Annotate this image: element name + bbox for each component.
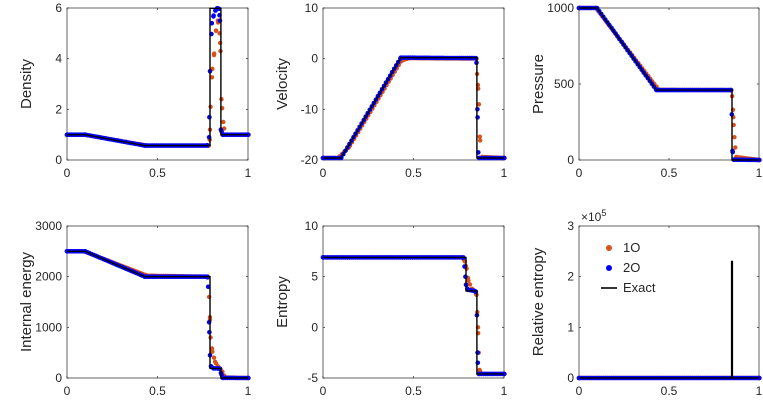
- x-tick-label: 0.5: [405, 166, 422, 180]
- series-1o-point: [211, 355, 217, 360]
- series-exact-line: [67, 7, 248, 147]
- series-2o-point: [211, 13, 216, 18]
- x-tick-label: 0: [576, 166, 583, 180]
- x-tick-label: 0.5: [149, 166, 166, 180]
- y-tick-label: 0: [55, 153, 62, 167]
- series-2o-point: [475, 115, 480, 120]
- series-exact-line: [323, 256, 504, 375]
- series-exact-line: [67, 250, 248, 379]
- x-tick-label: 0.5: [149, 384, 166, 398]
- axes-box-internal-energy: [66, 225, 249, 379]
- x-tick-label: 0: [320, 384, 327, 398]
- series-1o-point: [212, 359, 218, 364]
- y-tick-label: 0: [55, 371, 62, 385]
- y-axis-label: Internal energy: [18, 251, 35, 352]
- series-1o-point: [210, 349, 215, 354]
- y-tick-label: -10: [301, 102, 319, 116]
- x-tick-label: 1: [501, 384, 508, 398]
- series-1o-point: [467, 282, 473, 287]
- series-2o-point: [475, 350, 480, 355]
- series-1o-point: [209, 346, 215, 351]
- y-axis-label: Relative entropy: [530, 247, 547, 356]
- x-tick-label: 1: [756, 384, 763, 398]
- x-tick-label: 1: [501, 166, 508, 180]
- series-1o-point: [476, 102, 482, 107]
- y-axis-label: Velocity: [274, 58, 291, 110]
- legend-label: Exact: [623, 280, 656, 295]
- y-exponent-label: ×105: [581, 208, 606, 224]
- y-tick-label: 2: [55, 102, 62, 116]
- x-tick-label: 1: [245, 384, 252, 398]
- y-axis-label: Entropy: [274, 276, 291, 328]
- y-tick-label: 0: [311, 52, 318, 66]
- x-tick-label: 0.5: [405, 384, 422, 398]
- series-exact-line: [323, 57, 504, 159]
- y-tick-label: 1000: [547, 1, 574, 15]
- y-tick-label: -20: [301, 153, 319, 167]
- y-tick-label: 3000: [35, 219, 62, 233]
- series-1o-point: [221, 119, 226, 125]
- legend: 1O 2O Exact: [601, 240, 656, 295]
- x-tick-label: 0: [576, 384, 583, 398]
- y-tick-label: 1000: [35, 320, 62, 334]
- x-tick-label: 0: [64, 384, 71, 398]
- y-tick-label: 0: [311, 320, 318, 334]
- panel-internal-energy: 0 0.5 1 0 1000 2000 3000 Internal energy: [18, 219, 252, 398]
- x-tick-label: 1: [245, 166, 252, 180]
- x-tick-label: 0: [320, 166, 327, 180]
- series-2o-point: [206, 320, 212, 325]
- legend-marker-2o: [606, 265, 612, 271]
- series-1o-point: [213, 28, 219, 33]
- y-tick-label: 0: [567, 153, 574, 167]
- y-tick-label: 3: [567, 219, 574, 233]
- panel-relative-entropy: 0 0.5 1 0 1 2 3 Relative entropy ×105 1O 2O Exact: [530, 208, 763, 398]
- series-2o-point: [206, 134, 212, 140]
- y-tick-label: 10: [305, 219, 319, 233]
- y-tick-label: 500: [554, 77, 574, 91]
- series-exact-line: [579, 7, 759, 161]
- series-1o-point: [478, 138, 483, 143]
- series-1o-point: [466, 278, 471, 283]
- y-tick-label: -5: [307, 371, 318, 385]
- x-tick-label: 0.5: [661, 166, 678, 180]
- x-tick-label: 0.5: [661, 384, 678, 398]
- series-exact-line: [579, 260, 759, 379]
- x-tick-label: 1: [756, 166, 763, 180]
- y-axis-label: Density: [18, 58, 35, 109]
- series-1o-point: [733, 145, 738, 150]
- panel-pressure: 0 0.5 1 0 500 1000 Pressure: [530, 1, 763, 180]
- y-tick-label: 4: [55, 52, 62, 66]
- series-1o-point: [209, 75, 215, 80]
- y-tick-label: 10: [305, 1, 319, 15]
- legend-marker-1o: [606, 245, 612, 251]
- y-tick-label: 2000: [35, 270, 62, 284]
- y-tick-label: 0: [567, 371, 574, 385]
- panel-density: 0 0.5 1 0 2 4 6 Density: [18, 1, 252, 180]
- series-1o-point: [212, 51, 217, 56]
- panel-velocity: 0 0.5 1 -20 -10 0 10 Velocity: [274, 1, 508, 180]
- series-1o-point: [732, 135, 737, 140]
- legend-label: 2O: [623, 260, 640, 275]
- series-1o-point: [477, 367, 482, 373]
- y-tick-label: 6: [55, 1, 62, 15]
- series-2o-point: [475, 360, 481, 366]
- x-tick-label: 0: [64, 166, 71, 180]
- series-1o-point: [477, 134, 482, 139]
- legend-label: 1O: [623, 240, 640, 255]
- y-tick-label: 5: [311, 270, 318, 284]
- y-tick-label: 1: [567, 320, 574, 334]
- series-1o-point: [217, 40, 223, 46]
- y-axis-label: Pressure: [530, 54, 547, 114]
- y-tick-label: 2: [567, 270, 574, 284]
